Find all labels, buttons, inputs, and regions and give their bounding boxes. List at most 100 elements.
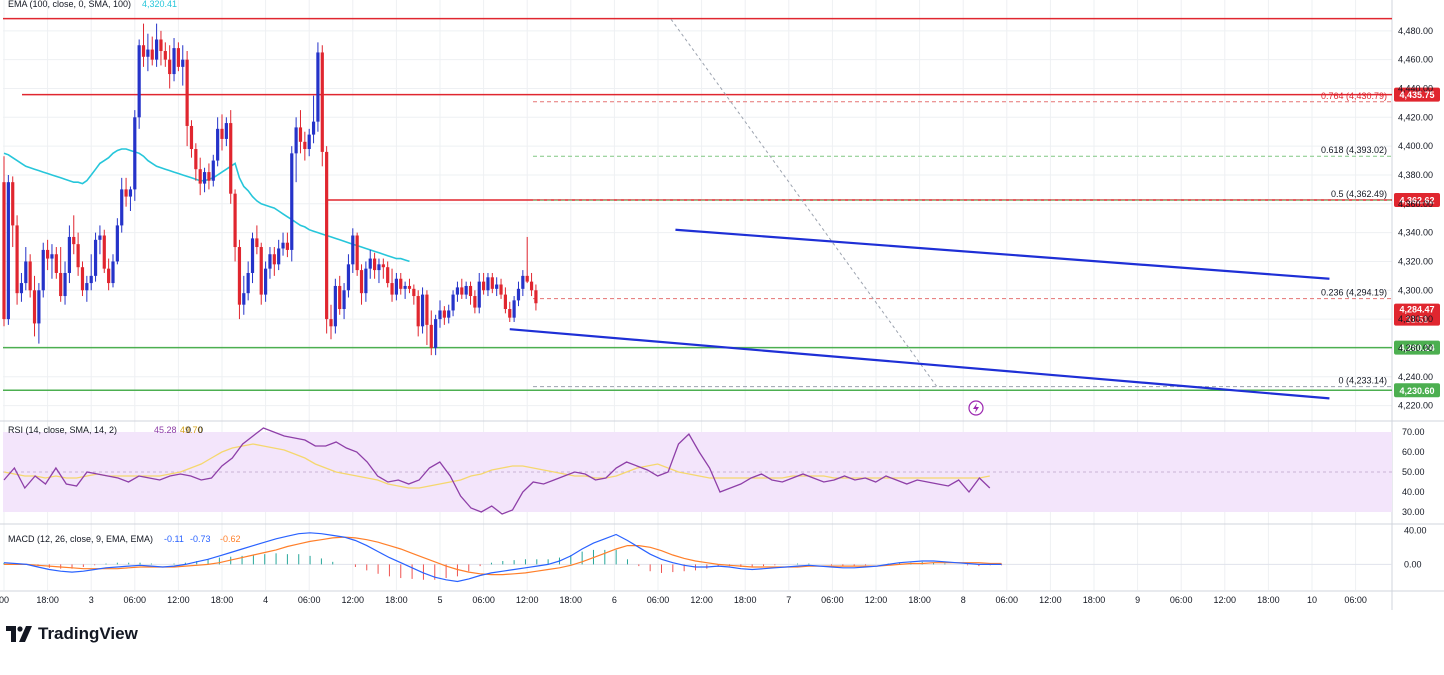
price-axis-tick: 4,300.00	[1398, 285, 1433, 295]
price-tag-bg	[1394, 193, 1440, 208]
rsi-ma-value: 49.70	[180, 425, 203, 435]
candle-body	[468, 285, 473, 297]
price-axis-tick: 4,280.00	[1398, 314, 1433, 324]
candle-body	[107, 268, 111, 284]
candle-body	[168, 59, 172, 75]
time-axis-tick: 06:00	[647, 595, 670, 605]
candle-body	[202, 172, 207, 184]
candle-body	[272, 254, 276, 265]
price-axis-tick: 4,400.00	[1398, 141, 1433, 151]
time-axis-tick: 18:00	[908, 595, 931, 605]
macd-axis-tick: 40.00	[1404, 525, 1427, 535]
candle-body	[473, 296, 477, 308]
candle-body	[189, 125, 194, 150]
candle-body	[233, 193, 237, 248]
candle-body	[346, 264, 351, 291]
candle-body	[316, 52, 320, 122]
rsi-value: 45.28	[154, 425, 177, 435]
candle-body	[298, 127, 303, 142]
tradingview-brand: TradingView	[38, 624, 138, 643]
candle-body	[59, 272, 63, 297]
candle-body	[529, 281, 534, 291]
time-axis-tick: 12:00	[342, 595, 365, 605]
time-axis-tick: 06:00	[472, 595, 495, 605]
macd-hist-value: -0.62	[220, 534, 241, 544]
channel-upper-trendline	[675, 228, 1330, 280]
macd-value: -0.11	[164, 534, 184, 544]
candle-body	[503, 294, 507, 310]
time-axis-tick: 18:00	[211, 595, 234, 605]
price-axis-tick: 4,340.00	[1398, 228, 1433, 238]
price-axis-tick: 4,240.00	[1398, 372, 1433, 382]
time-axis-tick: 06:00	[996, 595, 1019, 605]
price-axis-tick: 4,440.00	[1398, 83, 1433, 93]
candle-body	[115, 225, 119, 262]
rsi-extra-value-1: 0	[186, 425, 191, 435]
time-axis-tick: 12:00	[690, 595, 713, 605]
candle-body	[67, 236, 71, 273]
candle-body	[6, 182, 10, 320]
time-axis-tick: 06:00	[298, 595, 321, 605]
candle-body	[72, 236, 76, 245]
rsi-line	[3, 427, 991, 515]
candle-body	[41, 249, 45, 291]
alert-bolt-glyph	[973, 403, 979, 413]
price-tag-bg	[1394, 383, 1440, 398]
rsi-axis-tick: 50.00	[1402, 467, 1425, 477]
candle-body	[46, 249, 50, 259]
price-tag-bg	[1394, 340, 1440, 355]
candle-body	[482, 281, 486, 291]
candle-body	[434, 319, 438, 348]
candle-body	[521, 275, 525, 289]
candle-body	[237, 247, 242, 305]
candle-body	[294, 127, 298, 154]
candle-body	[390, 283, 394, 295]
ema-indicator-label: EMA (100, close, 0, SMA, 100)	[8, 0, 131, 9]
candle-body	[386, 267, 390, 284]
time-axis-tick: 18:00	[1257, 595, 1280, 605]
candle-body	[207, 172, 211, 181]
candle-body	[159, 39, 163, 52]
time-axis-tick: 7	[786, 595, 791, 605]
candle-body	[451, 294, 455, 311]
candle-body	[277, 248, 281, 265]
ema-100-line	[3, 148, 410, 263]
fib-level-label: 0.764 (4,430.79)	[1321, 91, 1387, 101]
candle-body	[442, 310, 446, 318]
candle-body	[377, 264, 381, 271]
candle-body	[141, 45, 146, 57]
rsi-axis-tick: 70.00	[1402, 427, 1425, 437]
candle-body	[93, 239, 98, 276]
candle-body	[320, 52, 324, 152]
candle-body	[124, 189, 128, 197]
candle-body	[338, 285, 342, 310]
price-axis-tick: 4,320.00	[1398, 256, 1433, 266]
candle-body	[486, 277, 490, 291]
candle-body	[359, 270, 364, 294]
price-tag-label: 4,362.62	[1399, 196, 1434, 206]
candle-body	[32, 290, 37, 324]
candle-body	[534, 290, 538, 304]
candle-body	[303, 141, 307, 150]
time-axis-tick: 3	[89, 595, 94, 605]
candle-body	[120, 189, 124, 226]
candle-body	[229, 123, 233, 194]
candle-body	[525, 275, 529, 282]
candle-body	[63, 272, 67, 297]
channel-lower-trendline	[509, 328, 1330, 400]
candle-body	[508, 309, 512, 318]
last-price-label: 4,284.47	[1399, 305, 1434, 315]
candle-body	[355, 235, 359, 271]
candle-body	[460, 287, 464, 295]
candle-body	[163, 51, 167, 60]
candle-body	[464, 285, 468, 295]
candle-body	[198, 169, 202, 184]
price-axis-tick: 4,380.00	[1398, 170, 1433, 180]
fib-level-label: 0.236 (4,294.19)	[1321, 288, 1387, 298]
candle-body	[54, 254, 58, 273]
candle-body	[264, 268, 268, 295]
candle-body	[373, 258, 377, 271]
candle-body	[250, 238, 255, 273]
